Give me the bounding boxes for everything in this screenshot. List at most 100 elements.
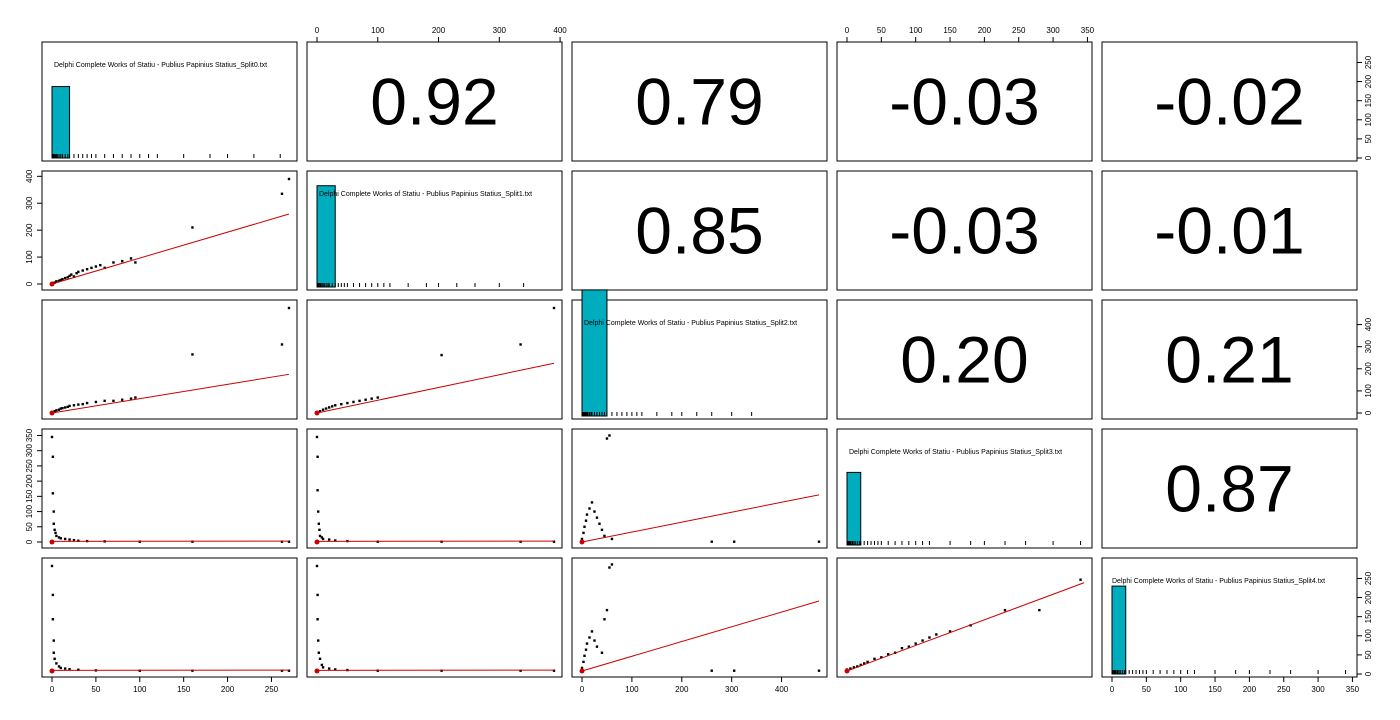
scatter-point: [1079, 578, 1082, 581]
x-tick-label: 300: [1046, 26, 1060, 35]
origin-marker: [49, 668, 55, 674]
scatter-point: [921, 639, 924, 642]
correlation-value: 0.85: [635, 194, 763, 268]
x-tick-label: 150: [177, 685, 191, 694]
x-tick-label: 50: [91, 685, 100, 694]
scatter-point: [585, 513, 589, 516]
scatter-point: [68, 667, 71, 671]
scatter-point: [605, 608, 609, 612]
scatter-point: [334, 404, 337, 407]
panel-frame: [571, 41, 828, 162]
y-tick-label: 100: [1364, 629, 1373, 643]
scatter-point: [352, 400, 355, 404]
scatter-point: [85, 267, 89, 271]
y-tick-label: 150: [1364, 93, 1373, 107]
scatter-point: [61, 406, 64, 410]
scatter-point: [364, 398, 367, 401]
panel-frame: [571, 170, 828, 291]
scatter-point: [317, 651, 321, 654]
y-tick-label: 0: [25, 281, 34, 286]
correlation-value: 0.92: [370, 65, 498, 139]
panel-frame: [41, 299, 298, 420]
correlation-value: -0.03: [889, 194, 1039, 268]
correlation-value: 0.79: [635, 65, 763, 139]
scatter-point: [710, 669, 713, 672]
y-tick-label: 50: [1364, 650, 1373, 659]
origin-marker: [314, 539, 320, 545]
scatter-point: [103, 266, 106, 270]
fit-line: [51, 373, 290, 414]
panel-frame: [1101, 299, 1358, 420]
scatter-point: [608, 566, 611, 569]
scatter-point: [81, 402, 84, 406]
scatter-point: [50, 564, 54, 568]
x-tick-label: 250: [265, 685, 279, 694]
x-tick-label: 200: [221, 685, 235, 694]
scatter-point: [129, 257, 133, 260]
histogram-bar: [581, 289, 608, 417]
scatter-point: [280, 669, 284, 672]
scatter-point: [63, 667, 67, 670]
panel-frame: [306, 170, 563, 291]
y-tick-label: 50: [25, 522, 34, 531]
scatter-point: [935, 633, 938, 636]
scatter-point: [519, 669, 522, 672]
panel-frame: [306, 41, 563, 162]
scatter-point: [129, 397, 133, 400]
scatter-point: [907, 645, 911, 648]
y-tick-label: 250: [25, 459, 34, 473]
scatter-point: [376, 396, 379, 399]
scatter-point: [358, 399, 361, 403]
scatter-point: [1003, 608, 1007, 612]
panel-frame: [41, 41, 298, 162]
correlation-value: -0.02: [1154, 65, 1304, 139]
scatter-point: [880, 656, 883, 659]
scatter-point: [318, 534, 322, 538]
scatter-point: [53, 410, 56, 413]
scatter-point: [99, 263, 102, 267]
x-tick-label: 400: [775, 685, 789, 694]
scatter-point: [856, 665, 859, 668]
x-tick-label: 0: [845, 26, 850, 35]
scatter-point: [68, 404, 71, 408]
scatter-point: [552, 540, 556, 543]
panel-frame: [571, 557, 828, 678]
panel-frame: [836, 557, 1093, 678]
y-tick-label: 50: [1364, 134, 1373, 143]
scatter-point: [600, 528, 604, 532]
y-tick-label: 100: [1364, 384, 1373, 398]
fit-line: [316, 362, 555, 414]
scatter-point: [593, 639, 596, 642]
scatter-point: [68, 538, 71, 541]
y-tick-label: 200: [1364, 74, 1373, 88]
scatter-point: [710, 540, 713, 543]
scatter-point: [582, 660, 585, 664]
scatter-point: [112, 261, 115, 264]
fit-line: [846, 582, 1085, 672]
scatter-point: [817, 669, 821, 672]
scatter-point: [134, 261, 137, 264]
scatter-point: [887, 653, 890, 656]
scatter-point: [52, 639, 55, 642]
x-tick-label: 100: [625, 685, 639, 694]
scatter-point: [317, 510, 320, 513]
scatter-point: [582, 531, 585, 535]
y-tick-label: 100: [1364, 113, 1373, 127]
scatter-point: [121, 398, 124, 401]
panel-frame: [1101, 428, 1358, 549]
scatter-point: [600, 651, 604, 654]
x-tick-label: 350: [1081, 26, 1095, 35]
scatter-point: [320, 663, 324, 667]
x-tick-label: 300: [1311, 685, 1325, 694]
y-tick-label: 100: [25, 250, 34, 264]
scatter-point: [595, 516, 599, 519]
y-tick-label: 0: [25, 539, 34, 544]
scatter-point: [53, 281, 56, 284]
variable-label: Delphi Complete Works of Statiu - Publiu…: [584, 320, 797, 327]
scatter-point: [588, 507, 591, 510]
panel-frame: [836, 170, 1093, 291]
scatter-point: [859, 663, 862, 667]
y-tick-label: 400: [25, 169, 34, 183]
scatter-point: [849, 667, 852, 670]
scatter-point: [584, 519, 588, 522]
